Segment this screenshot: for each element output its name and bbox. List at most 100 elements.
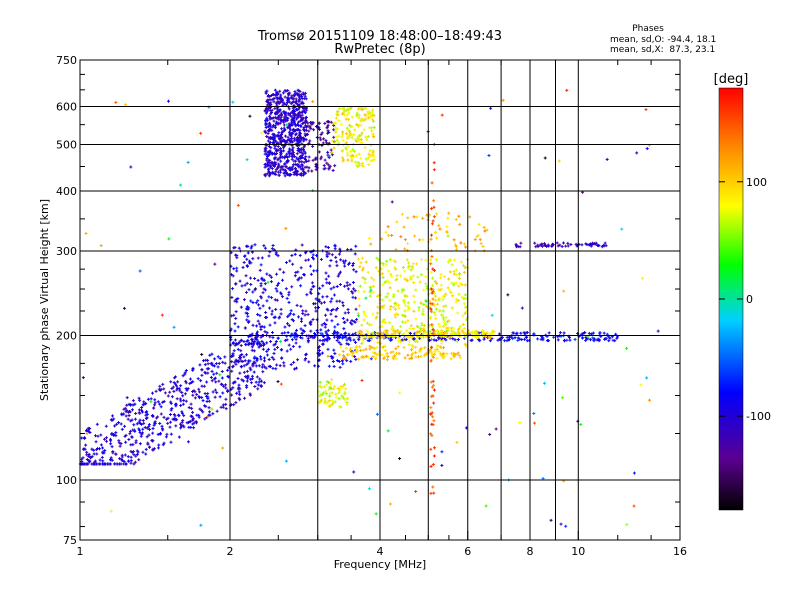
data-point <box>279 307 283 311</box>
data-point <box>296 127 300 131</box>
data-point <box>298 129 302 133</box>
data-point <box>332 348 336 352</box>
data-point <box>293 113 297 117</box>
data-point <box>138 269 142 273</box>
data-point <box>197 387 201 391</box>
grid-lines <box>80 60 680 540</box>
data-point <box>274 101 278 105</box>
data-point <box>251 323 255 327</box>
data-point <box>355 112 359 116</box>
data-point <box>311 158 315 162</box>
data-point <box>129 443 133 447</box>
data-point <box>109 442 113 446</box>
data-point <box>433 348 437 352</box>
data-point <box>99 433 103 437</box>
data-point <box>298 150 302 154</box>
data-point <box>285 100 289 104</box>
data-point <box>161 443 165 447</box>
data-point <box>139 434 143 438</box>
data-point <box>280 131 284 135</box>
data-point <box>233 338 237 342</box>
data-point <box>457 214 461 218</box>
data-point <box>393 315 397 319</box>
data-point <box>346 287 350 291</box>
data-point <box>369 357 373 361</box>
data-point <box>338 353 342 357</box>
data-point <box>283 162 287 166</box>
data-point <box>431 276 435 280</box>
data-point <box>461 314 465 318</box>
data-point <box>152 406 156 410</box>
data-point <box>360 117 364 121</box>
data-point <box>287 130 291 134</box>
data-point <box>279 159 283 163</box>
data-point <box>327 274 331 278</box>
data-point <box>276 144 280 148</box>
data-point <box>269 280 273 284</box>
data-point <box>207 406 211 410</box>
data-point <box>158 422 162 426</box>
data-point <box>506 293 510 297</box>
data-point <box>283 325 287 329</box>
data-point <box>277 101 281 105</box>
data-point <box>184 387 188 391</box>
data-point <box>211 412 215 416</box>
data-point <box>555 241 559 245</box>
data-point <box>329 300 333 304</box>
data-point <box>210 379 214 383</box>
data-point <box>344 346 348 350</box>
data-point <box>284 261 288 265</box>
data-point <box>276 158 280 162</box>
data-point <box>344 109 348 113</box>
data-point <box>168 412 172 416</box>
data-point <box>270 296 274 300</box>
data-point <box>432 215 436 219</box>
data-point <box>351 264 355 268</box>
data-point <box>325 295 329 299</box>
data-point <box>364 296 368 300</box>
data-point <box>265 164 269 168</box>
data-point <box>330 319 334 323</box>
data-point <box>269 275 273 279</box>
data-point <box>385 259 389 263</box>
data-point <box>199 131 203 135</box>
data-point <box>432 491 436 495</box>
data-point <box>329 312 333 316</box>
data-point <box>166 394 170 398</box>
data-point <box>263 163 267 167</box>
data-point <box>180 410 184 414</box>
data-point <box>127 414 131 418</box>
data-point <box>141 410 145 414</box>
data-point <box>366 270 370 274</box>
data-point <box>247 288 251 292</box>
data-point <box>230 393 234 397</box>
data-point <box>286 116 290 120</box>
data-point <box>278 108 282 112</box>
data-point <box>366 321 370 325</box>
data-point <box>109 509 113 513</box>
data-point <box>338 299 342 303</box>
data-point <box>387 233 391 237</box>
data-point <box>419 258 423 262</box>
data-point <box>345 284 349 288</box>
data-point <box>441 309 445 313</box>
data-point <box>371 158 375 162</box>
data-point <box>288 173 292 177</box>
data-point <box>355 139 359 143</box>
data-point <box>221 391 225 395</box>
data-point <box>281 164 285 168</box>
data-point <box>430 233 434 237</box>
data-point <box>319 257 323 261</box>
data-point <box>289 131 293 135</box>
data-point <box>432 401 436 405</box>
data-point <box>414 288 418 292</box>
data-point <box>271 132 275 136</box>
data-point <box>278 121 282 125</box>
data-point <box>354 307 358 311</box>
data-point <box>278 156 282 160</box>
data-point <box>309 287 313 291</box>
data-point <box>133 417 137 421</box>
data-point <box>206 358 210 362</box>
data-point <box>278 89 282 93</box>
data-point <box>431 485 435 489</box>
